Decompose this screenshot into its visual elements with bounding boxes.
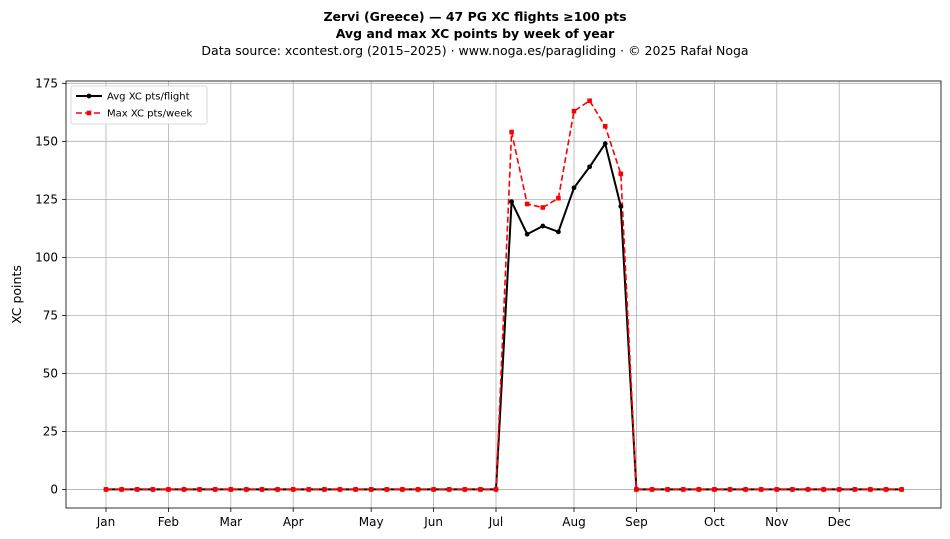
data-point — [228, 487, 234, 492]
chart-titles: Zervi (Greece) — 47 PG XC flights ≥100 p… — [0, 8, 950, 59]
data-point — [758, 487, 764, 492]
data-point — [602, 141, 608, 147]
y-tick-label: 100 — [35, 250, 58, 264]
x-tick-label: May — [359, 515, 384, 529]
data-point — [883, 487, 889, 492]
legend-swatch-marker — [86, 93, 92, 99]
y-tick-label: 50 — [43, 366, 58, 380]
data-point — [509, 129, 514, 135]
data-point — [524, 201, 530, 207]
data-point — [119, 487, 124, 492]
data-point — [134, 487, 140, 492]
data-point — [524, 231, 530, 237]
data-point — [899, 487, 904, 492]
data-point — [244, 487, 249, 492]
y-axis-label: XC points — [9, 265, 24, 324]
x-tick-label: Jul — [488, 515, 503, 529]
data-point — [868, 487, 873, 492]
data-point — [150, 487, 156, 492]
data-point — [540, 205, 546, 210]
x-tick-label: Jun — [423, 515, 443, 529]
data-point — [353, 487, 358, 492]
data-point — [602, 123, 608, 129]
legend-box — [70, 85, 208, 125]
data-point — [556, 229, 561, 235]
data-point — [821, 487, 826, 492]
data-point — [805, 487, 811, 492]
data-point — [259, 487, 265, 492]
data-point — [181, 487, 187, 492]
x-tick-label: Oct — [704, 515, 725, 529]
data-point — [415, 487, 421, 492]
data-point — [322, 487, 327, 492]
data-point — [649, 487, 655, 492]
y-tick-label: 75 — [43, 308, 58, 322]
data-point — [275, 487, 280, 492]
series-line — [106, 99, 902, 491]
data-point — [680, 487, 686, 492]
x-tick-label: Dec — [828, 515, 851, 529]
data-point — [212, 487, 218, 492]
x-tick-label: Apr — [283, 515, 304, 529]
data-point — [852, 487, 858, 492]
series-line — [106, 142, 902, 491]
y-tick-label: 125 — [35, 192, 58, 206]
data-point — [618, 171, 624, 177]
data-point — [571, 108, 577, 114]
y-tick-label: 175 — [35, 76, 58, 90]
data-point — [337, 487, 343, 492]
y-tick-label: 150 — [35, 134, 58, 148]
x-tick-label: Mar — [219, 515, 242, 529]
data-point — [306, 487, 312, 492]
data-point — [290, 487, 296, 492]
data-point — [166, 487, 171, 492]
data-point — [478, 487, 483, 492]
chart-subtitle: Data source: xcontest.org (2015–2025) · … — [201, 43, 749, 58]
chart-title-line-1: Zervi (Greece) — 47 PG XC flights ≥100 p… — [323, 9, 627, 24]
data-point — [712, 487, 717, 492]
data-point — [587, 98, 592, 104]
legend-label: Max XC pts/week — [107, 109, 192, 120]
data-point — [634, 487, 639, 492]
data-point — [696, 487, 702, 492]
data-point — [571, 185, 577, 191]
y-tick-label: 0 — [50, 482, 58, 496]
data-point — [197, 487, 202, 492]
x-tick-label: Feb — [158, 515, 179, 529]
data-point — [727, 487, 733, 492]
data-point — [836, 487, 842, 492]
x-tick-label: Sep — [625, 515, 648, 529]
data-point — [556, 195, 561, 201]
legend-label: Avg XC pts/flight — [107, 92, 190, 103]
data-point — [665, 487, 670, 492]
data-point — [103, 487, 109, 492]
data-point — [431, 487, 436, 492]
x-tick-label: Jan — [96, 515, 116, 529]
y-tick-label: 25 — [43, 424, 58, 438]
x-tick-label: Aug — [562, 515, 585, 529]
x-tick-label: Nov — [765, 515, 788, 529]
legend-swatch-marker — [86, 110, 92, 116]
plot-frame — [65, 80, 942, 509]
data-point — [774, 487, 780, 492]
data-point — [540, 223, 546, 229]
data-point — [446, 487, 452, 492]
data-point — [743, 487, 748, 492]
data-point — [790, 487, 795, 492]
data-point — [384, 487, 390, 492]
data-point — [462, 487, 468, 492]
data-point — [400, 487, 405, 492]
data-point — [493, 487, 499, 492]
data-point — [509, 199, 514, 205]
data-point — [368, 487, 374, 492]
data-point — [587, 164, 592, 170]
chart-title-line-2: Avg and max XC points by week of year — [335, 26, 615, 41]
data-point — [618, 203, 624, 209]
